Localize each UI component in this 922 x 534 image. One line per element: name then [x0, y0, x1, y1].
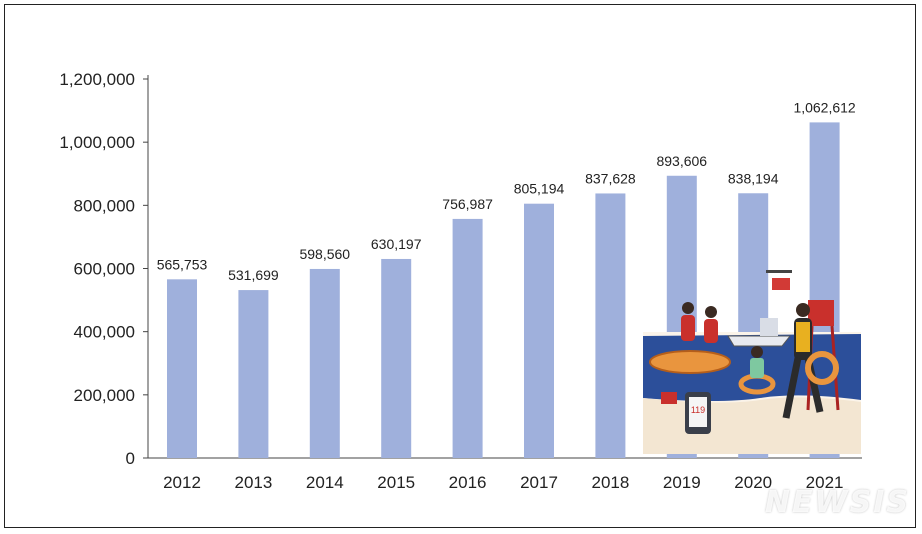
y-tick-label: 200,000: [74, 386, 135, 405]
y-tick-label: 0: [126, 449, 135, 468]
bar-2012: [167, 279, 197, 458]
data-label-2020: 838,194: [728, 170, 779, 186]
data-label-2017: 805,194: [514, 181, 565, 197]
x-tick-label-2018: 2018: [591, 473, 629, 492]
data-label-2015: 630,197: [371, 236, 422, 252]
y-tick-label: 600,000: [74, 260, 135, 279]
data-label-2013: 531,699: [228, 267, 279, 283]
data-label-2012: 565,753: [157, 256, 208, 272]
bar-2018: [595, 193, 626, 458]
data-label-2021: 1,062,612: [793, 99, 855, 115]
x-tick-label-2012: 2012: [163, 473, 201, 492]
x-tick-label-2013: 2013: [234, 473, 272, 492]
data-label-2014: 598,560: [299, 246, 350, 262]
x-tick-label-2014: 2014: [306, 473, 344, 492]
bar-2017: [524, 203, 554, 458]
bar-2014: [309, 268, 340, 458]
y-tick-label: 800,000: [74, 196, 135, 215]
y-tick-label: 1,200,000: [59, 70, 135, 89]
illustration-phone-text: 119: [691, 405, 705, 415]
y-tick-label: 1,000,000: [59, 133, 135, 152]
newsis-watermark: NEWSIS: [764, 485, 910, 520]
x-tick-label-2019: 2019: [663, 473, 701, 492]
x-tick-label-2015: 2015: [377, 473, 415, 492]
data-label-2016: 756,987: [442, 196, 493, 212]
bar-2013: [238, 290, 269, 458]
water-rescue-illustration-icon: 119: [643, 270, 861, 454]
x-tick-label-2021: 2021: [806, 473, 844, 492]
data-label-2018: 837,628: [585, 170, 636, 186]
bar-2016: [452, 218, 483, 458]
bar-2015: [381, 258, 412, 458]
x-tick-label-2016: 2016: [449, 473, 487, 492]
y-tick-label: 400,000: [74, 323, 135, 342]
x-tick-label-2017: 2017: [520, 473, 558, 492]
x-tick-label-2020: 2020: [734, 473, 772, 492]
data-label-2019: 893,606: [656, 153, 707, 169]
